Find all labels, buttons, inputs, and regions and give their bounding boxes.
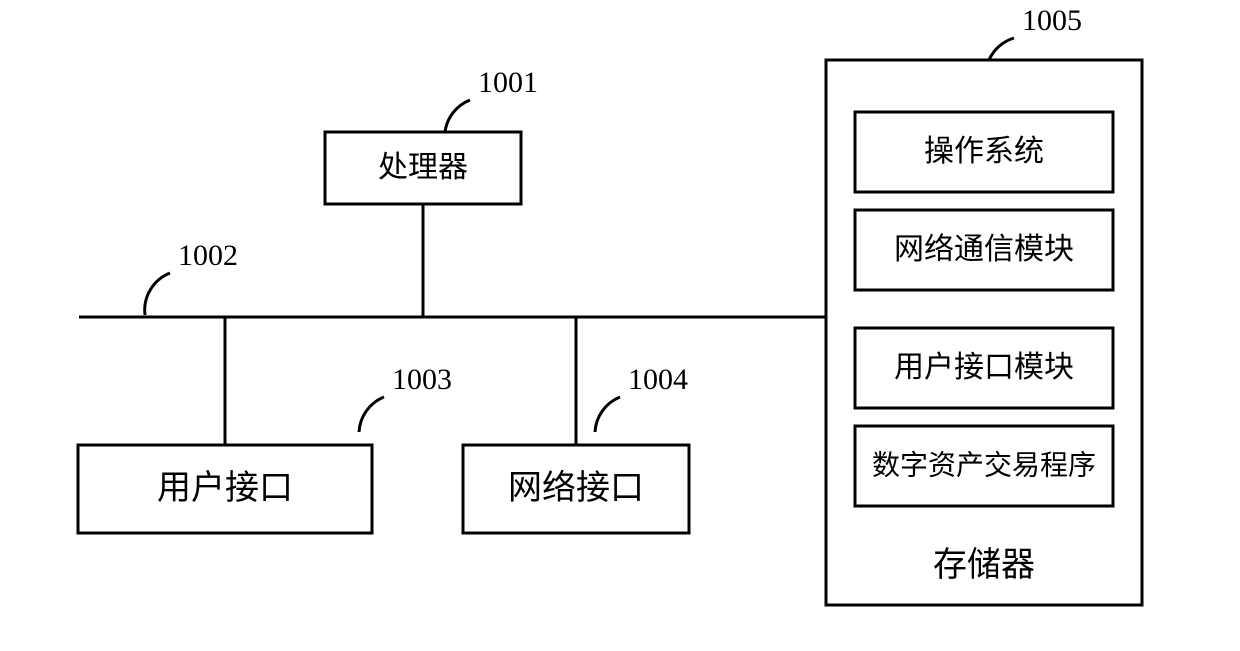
memory-inner-netcomm-label: 网络通信模块: [894, 233, 1074, 266]
memory-inner-userif-label: 用户接口模块: [894, 351, 1074, 384]
network-interface-leader: [595, 397, 620, 432]
memory-label: 存储器: [933, 546, 1035, 584]
network-interface-ref: 1004: [628, 363, 688, 396]
memory-ref: 1005: [1022, 4, 1082, 37]
user-interface-label: 用户接口: [157, 469, 293, 507]
memory-leader: [989, 38, 1014, 60]
memory-inner-os-label: 操作系统: [924, 135, 1044, 168]
user-interface-ref: 1003: [392, 363, 452, 396]
bus-tag-ref: 1002: [178, 239, 238, 272]
processor-ref: 1001: [478, 66, 538, 99]
processor-label: 处理器: [378, 151, 468, 184]
bus-tag-leader: [145, 273, 170, 315]
memory-inner-asset-label: 数字资产交易程序: [872, 449, 1096, 481]
network-interface-label: 网络接口: [508, 469, 644, 507]
user-interface-leader: [359, 397, 384, 432]
processor-leader: [445, 100, 470, 132]
